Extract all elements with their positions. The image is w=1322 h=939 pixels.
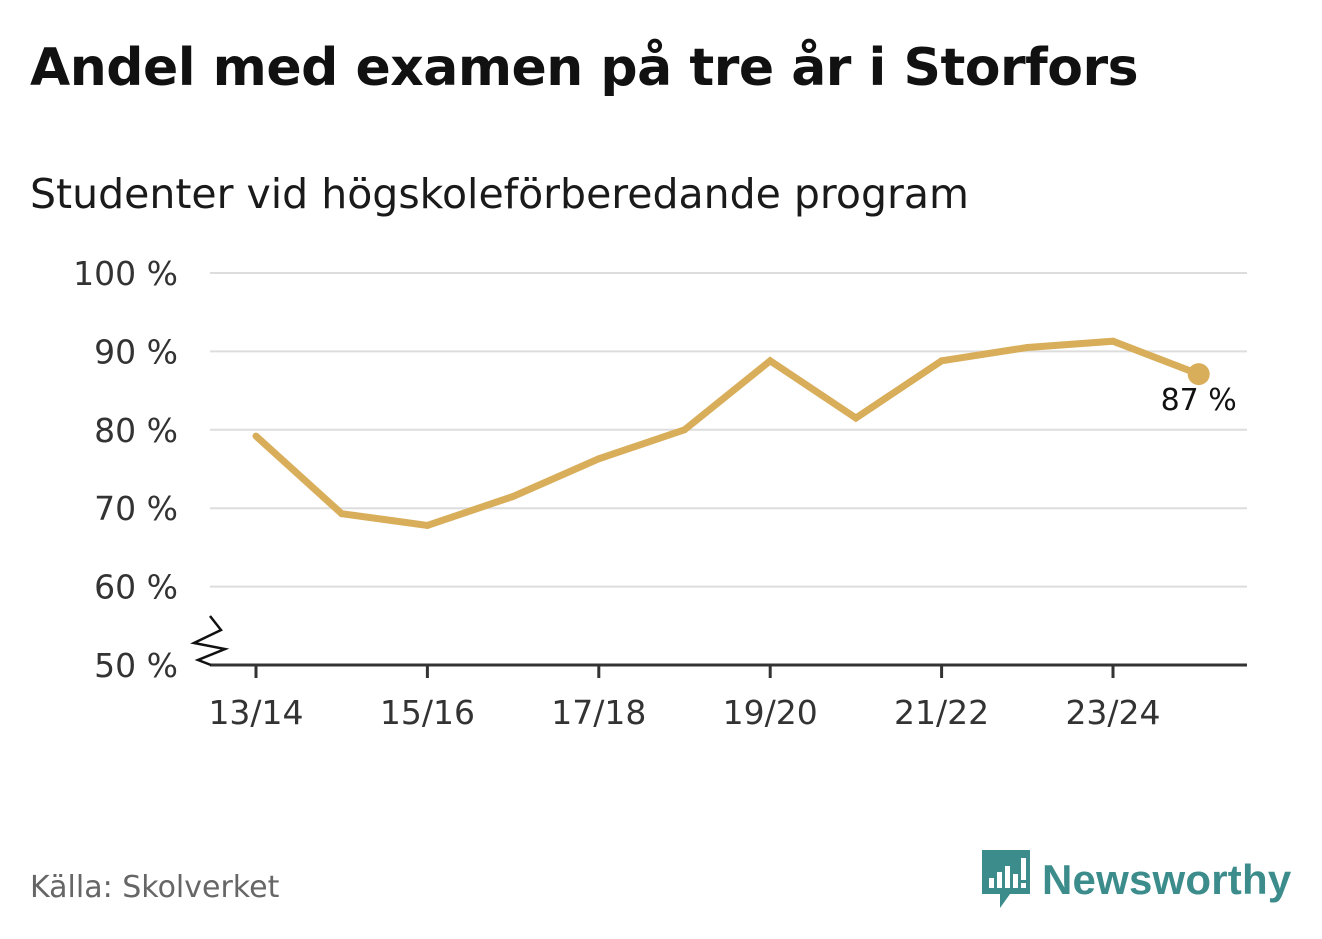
newsworthy-logo-icon xyxy=(982,850,1030,908)
x-tick-label: 19/20 xyxy=(723,693,818,732)
data-point xyxy=(1023,343,1031,351)
line-chart: 50 % 60 % 70 % 80 % 90 % 100 % 13/14 15/16 17/18… xyxy=(73,254,1247,732)
data-point xyxy=(423,521,431,529)
source-note: Källa: Skolverket xyxy=(30,870,280,905)
chart-subtitle: Studenter vid högskoleförberedande progr… xyxy=(30,170,969,218)
y-tick-label: 90 % xyxy=(94,332,178,371)
data-point xyxy=(766,357,774,365)
data-point xyxy=(681,426,688,434)
y-tick-label: 50 % xyxy=(94,646,178,685)
series-line xyxy=(253,337,1200,530)
brand-name: Newsworthy xyxy=(1042,856,1292,903)
data-point xyxy=(252,432,260,440)
y-tick-label: 70 % xyxy=(94,489,178,528)
newsworthy-logo: Newsworthy xyxy=(980,848,1291,912)
x-tick-label: 23/24 xyxy=(1065,693,1160,732)
data-point xyxy=(852,414,860,422)
data-point xyxy=(938,357,946,365)
y-tick-label: 80 % xyxy=(94,411,178,450)
data-point xyxy=(338,510,346,518)
data-point xyxy=(595,455,603,463)
data-point xyxy=(509,492,517,500)
x-tick-label: 17/18 xyxy=(551,693,646,732)
end-point-marker xyxy=(1187,363,1210,386)
chart-title: Andel med examen på tre år i Storfors xyxy=(30,38,1139,98)
x-tick-label: 13/14 xyxy=(208,693,303,732)
axis-break-icon xyxy=(190,615,230,667)
data-point xyxy=(1109,337,1117,345)
x-tick-label: 15/16 xyxy=(380,693,475,732)
x-tick-label: 21/22 xyxy=(894,693,989,732)
y-tick-label: 100 % xyxy=(73,254,178,293)
end-value-label: 87 % xyxy=(1161,383,1237,418)
y-tick-label: 60 % xyxy=(94,568,178,607)
